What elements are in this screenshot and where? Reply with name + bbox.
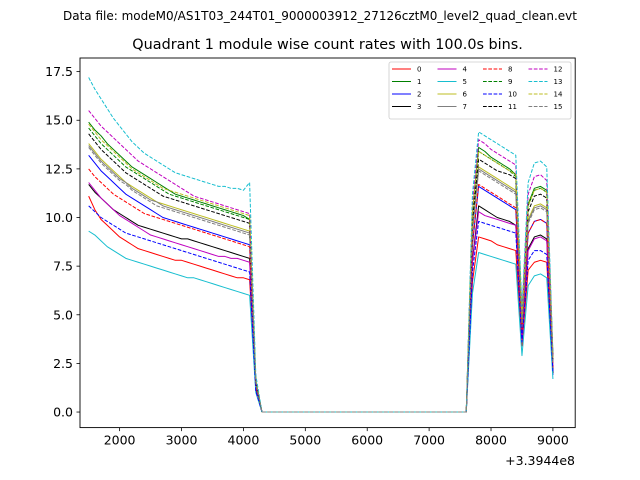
x-tick-label: 4000 xyxy=(228,433,260,448)
x-tick-label: 3000 xyxy=(166,433,198,448)
x-tick-label: 5000 xyxy=(289,433,321,448)
x-tick-label: 8000 xyxy=(475,433,507,448)
legend-label-2: 2 xyxy=(417,91,421,99)
x-tick-label: 2000 xyxy=(104,433,136,448)
legend-label-7: 7 xyxy=(463,103,467,111)
y-tick-label: 0.0 xyxy=(53,405,73,420)
chart-title: Quadrant 1 module wise count rates with … xyxy=(132,37,523,53)
legend-label-12: 12 xyxy=(554,66,563,74)
legend-label-14: 14 xyxy=(554,91,563,99)
y-tick-label: 15.0 xyxy=(45,113,73,128)
series-line-4 xyxy=(88,182,554,413)
y-ticks: 0.0 2.5 5.0 7.5 10.0 12.5 15.0 17.5 xyxy=(45,64,80,420)
x-tick-label: 7000 xyxy=(413,433,445,448)
y-tick-label: 5.0 xyxy=(53,307,73,322)
series-line-14 xyxy=(88,123,554,413)
series-line-0 xyxy=(88,195,554,413)
series-layer xyxy=(88,77,554,413)
series-line-10 xyxy=(88,205,554,413)
legend-label-15: 15 xyxy=(554,103,563,111)
legend-label-0: 0 xyxy=(417,66,421,74)
series-line-1 xyxy=(88,121,554,413)
legend-label-3: 3 xyxy=(417,103,421,111)
legend-label-5: 5 xyxy=(463,78,467,86)
y-tick-label: 12.5 xyxy=(45,161,73,176)
series-line-11 xyxy=(88,133,554,413)
series-line-8 xyxy=(88,168,554,413)
legend-frame xyxy=(388,61,572,120)
x-ticks: 2000 3000 4000 5000 6000 7000 8000 9000 xyxy=(104,427,569,448)
legend-label-10: 10 xyxy=(508,91,517,99)
series-line-3 xyxy=(88,184,554,413)
legend-label-1: 1 xyxy=(417,78,421,86)
x-tick-label: 6000 xyxy=(351,433,383,448)
y-tick-label: 17.5 xyxy=(45,64,73,79)
y-tick-label: 7.5 xyxy=(53,259,73,274)
legend-label-4: 4 xyxy=(463,66,468,74)
legend-label-11: 11 xyxy=(508,103,517,111)
legend-label-8: 8 xyxy=(508,66,512,74)
series-line-5 xyxy=(88,230,554,413)
legend-label-9: 9 xyxy=(508,78,512,86)
series-line-9 xyxy=(88,127,554,413)
plot-area-frame xyxy=(79,57,576,429)
series-line-7 xyxy=(88,145,554,413)
series-line-2 xyxy=(88,154,554,413)
x-offset-label: +3.3944e8 xyxy=(505,453,575,468)
chart-suptitle: Data file: modeM0/AS1T03_244T01_90000039… xyxy=(63,9,577,23)
y-tick-label: 2.5 xyxy=(53,356,73,371)
series-line-12 xyxy=(88,110,554,413)
y-tick-label: 10.0 xyxy=(45,210,73,225)
series-line-6 xyxy=(88,143,554,413)
legend-label-13: 13 xyxy=(554,78,563,86)
x-tick-label: 9000 xyxy=(537,433,569,448)
series-line-13 xyxy=(88,77,554,413)
legend-label-6: 6 xyxy=(463,91,468,99)
